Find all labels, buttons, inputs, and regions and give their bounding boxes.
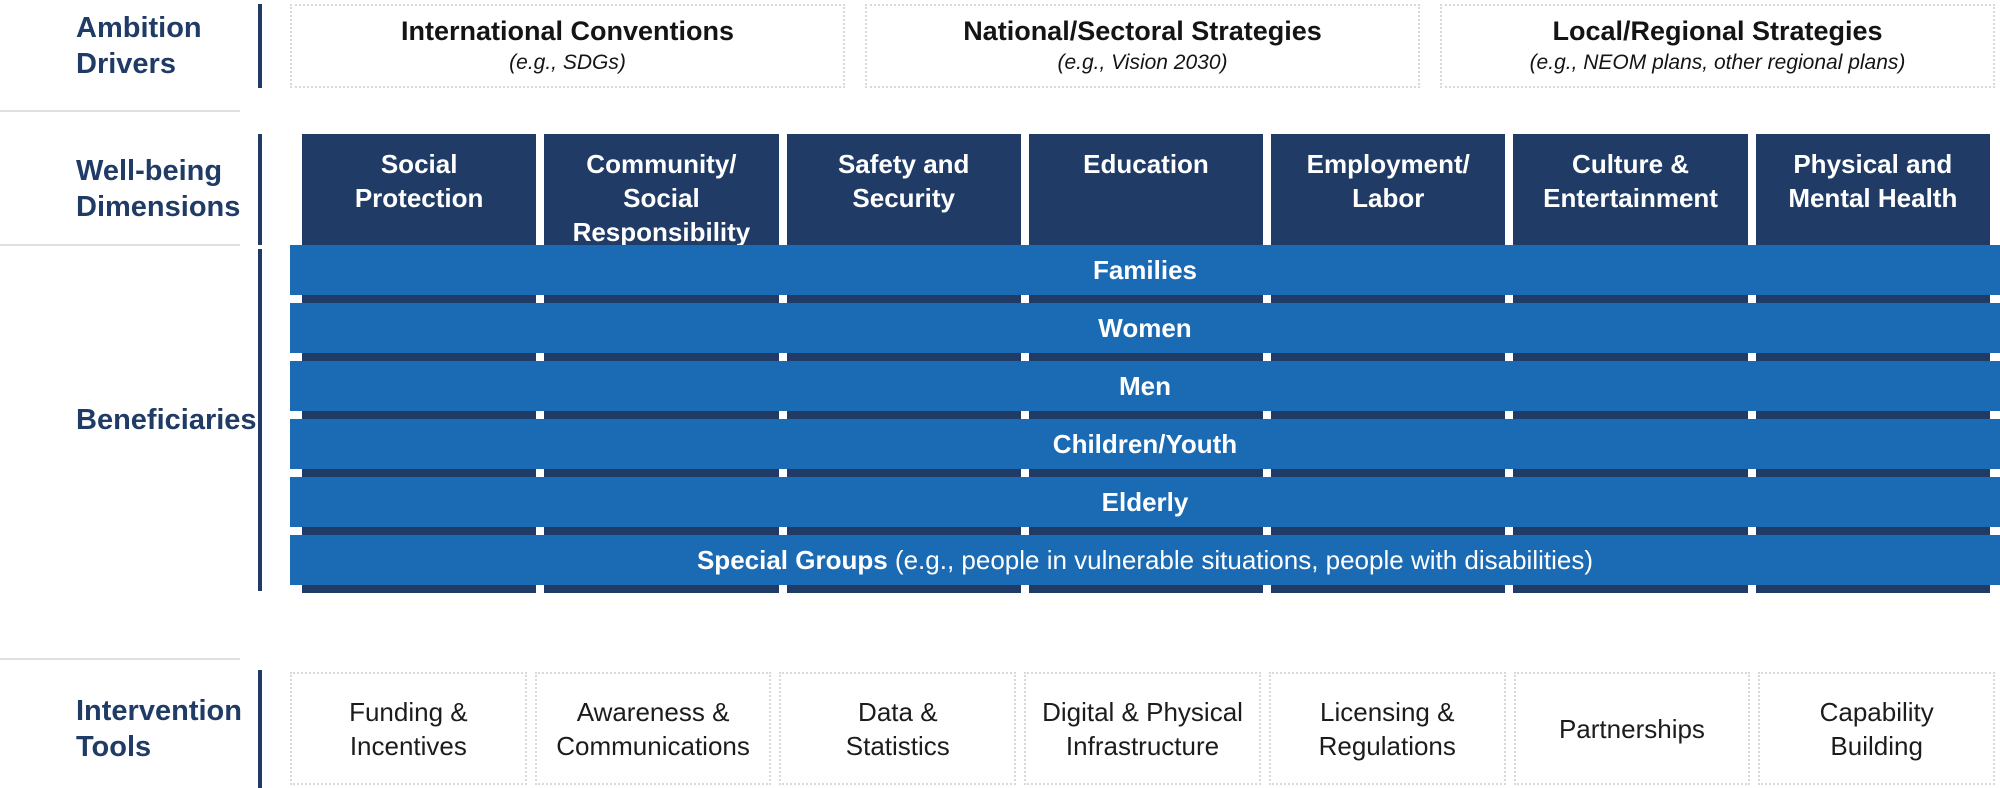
section-rule-dimensions — [258, 134, 262, 245]
row-label-text: Well-being Dimensions — [76, 155, 241, 223]
beneficiary-label: Elderly — [1101, 486, 1189, 517]
tool-box-partnerships: Partnerships — [1513, 672, 1751, 785]
beneficiary-label: Families — [1092, 254, 1198, 285]
beneficiary-label: Men — [1119, 370, 1171, 401]
beneficiary-bar-families: Families — [290, 245, 2000, 295]
row-label-wellbeing-dimensions: Well-being Dimensions — [0, 134, 240, 244]
intervention-tools-row: Funding & Incentives Awareness & Communi… — [290, 672, 1996, 785]
ambition-box-international-conventions: International Conventions (e.g., SDGs) — [290, 4, 845, 88]
beneficiary-bar-special-groups: Special Groups (e.g., people in vulnerab… — [290, 535, 2000, 585]
beneficiary-note: (e.g., people in vulnerable situations, … — [887, 544, 1594, 575]
ambition-box-subtitle: (e.g., SDGs) — [509, 51, 626, 74]
beneficiary-bar-men: Men — [290, 361, 2000, 411]
ambition-box-title: Local/Regional Strategies — [1552, 16, 1883, 46]
ambition-box-title: National/Sectoral Strategies — [963, 16, 1322, 46]
beneficiary-label: Women — [1098, 312, 1192, 343]
ambition-drivers-row: International Conventions (e.g., SDGs) N… — [290, 4, 1995, 88]
ambition-box-subtitle: (e.g., Vision 2030) — [1057, 51, 1228, 74]
row-label-ambition-drivers: Ambition Drivers — [0, 4, 232, 88]
sidebar-divider — [0, 244, 240, 246]
ambition-box-subtitle: (e.g., NEOM plans, other regional plans) — [1529, 51, 1906, 74]
beneficiary-label: Children/Youth — [1052, 428, 1238, 459]
row-label-text: Intervention Tools — [76, 694, 242, 763]
tool-box-awareness-communications: Awareness & Communications — [534, 672, 772, 785]
ambition-box-national-sectoral-strategies: National/Sectoral Strategies (e.g., Visi… — [865, 4, 1420, 88]
tool-box-licensing-regulations: Licensing & Regulations — [1268, 672, 1506, 785]
sidebar-divider — [0, 658, 240, 660]
ambition-box-title: International Conventions — [400, 16, 735, 46]
tool-box-capability-building: Capability Building — [1758, 672, 1996, 785]
row-label-text: Ambition Drivers — [76, 12, 202, 80]
beneficiary-bar-women: Women — [290, 303, 2000, 353]
sidebar-divider — [0, 110, 240, 112]
tool-box-digital-physical-infrastructure: Digital & Physical Infrastructure — [1024, 672, 1261, 785]
section-rule-ambition — [258, 4, 262, 88]
row-label-beneficiaries: Beneficiaries — [0, 250, 257, 590]
ambition-box-local-regional-strategies: Local/Regional Strategies (e.g., NEOM pl… — [1440, 4, 1995, 88]
beneficiary-label: Special Groups — [696, 544, 888, 575]
row-label-intervention-tools: Intervention Tools — [0, 672, 242, 785]
section-rule-tools — [258, 670, 262, 788]
tool-box-funding-incentives: Funding & Incentives — [290, 672, 527, 785]
beneficiary-bar-children-youth: Children/Youth — [290, 419, 2000, 469]
section-rule-beneficiaries — [258, 249, 262, 591]
row-label-text: Beneficiaries — [76, 404, 257, 436]
tool-box-data-statistics: Data & Statistics — [779, 672, 1017, 785]
beneficiary-bar-elderly: Elderly — [290, 477, 2000, 527]
